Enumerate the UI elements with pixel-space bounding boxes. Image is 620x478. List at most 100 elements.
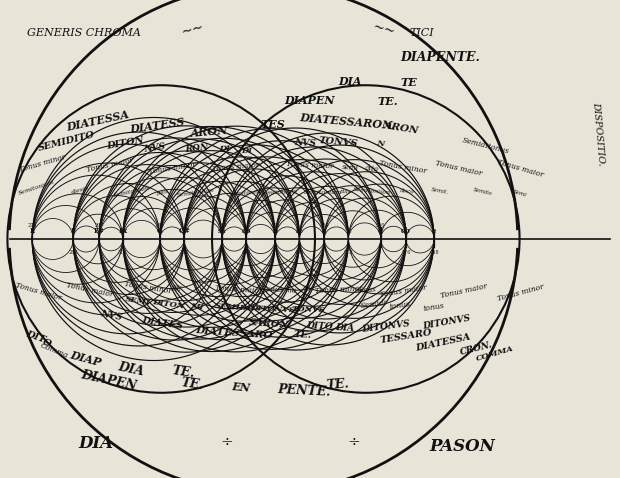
Text: Tonus maior: Tonus maior [211,161,260,174]
Text: G: G [157,227,163,235]
Text: To: To [303,285,311,293]
Text: Tonus ma: Tonus ma [262,285,296,294]
Text: TE: TE [401,76,418,88]
Text: DITONVS: DITONVS [422,314,471,331]
Text: ÷: ÷ [347,435,360,449]
Text: ARON: ARON [190,124,228,139]
Text: SEMIDITO: SEMIDITO [38,130,96,153]
Text: 297: 297 [94,223,104,228]
Text: N: N [376,139,385,148]
Text: TES: TES [260,119,285,130]
Text: E: E [30,227,35,235]
Text: DITON: DITON [106,136,144,151]
Text: DITON: DITON [152,298,185,310]
Text: semi: semi [342,163,359,172]
Text: 405: 405 [241,250,251,255]
Text: DIAPEN: DIAPEN [79,368,138,392]
Text: disco: disco [400,188,415,195]
Text: DIAPENTE.: DIAPENTE. [401,51,480,64]
Text: 432: 432 [270,223,280,228]
Text: DIAPEN: DIAPEN [285,95,335,106]
Text: tonus: tonus [423,301,445,313]
Text: Tonus maior: Tonus maior [14,281,63,302]
Text: TONVS: TONVS [319,136,358,148]
Text: e: e [432,227,436,235]
Text: 456: 456 [294,250,304,255]
Text: G#: G# [179,227,190,235]
Text: DIATESS: DIATESS [129,117,185,135]
Text: TE.: TE. [326,377,350,391]
Text: pliis: pliis [340,189,352,195]
Text: ab: ab [241,227,251,235]
Text: TESSARO: TESSARO [379,328,433,345]
Text: b♭: b♭ [295,227,304,235]
Text: Semitonium: Semitonium [303,190,342,195]
Text: NVS: NVS [294,138,317,149]
Text: sa: sa [218,227,226,235]
Text: Tonus minor: Tonus minor [379,159,427,175]
Text: EN: EN [231,381,250,393]
Text: DI: DI [241,146,252,155]
Text: DIT: DIT [25,329,47,344]
Text: 576: 576 [401,250,411,255]
Text: DISPOSITIO.: DISPOSITIO. [591,101,606,166]
Text: Semitonium: Semitonium [113,185,151,197]
Text: Semitonium: Semitonium [229,188,267,197]
Text: Semidi: Semidi [360,299,388,310]
Text: 540: 540 [376,223,386,228]
Text: Comma: Comma [40,342,69,360]
Text: TONVS: TONVS [292,305,326,315]
Text: MI: MI [190,302,204,311]
Text: 316: 316 [118,250,128,255]
Text: 513: 513 [343,250,353,255]
Text: ∼∼: ∼∼ [179,19,205,38]
Text: COMMA: COMMA [475,345,515,363]
Text: ∼∼: ∼∼ [371,19,397,38]
Text: DIATESSARON.: DIATESSARON. [299,112,396,131]
Text: 341: 341 [155,223,165,228]
Text: NVS: NVS [144,142,166,153]
Text: TE.: TE. [293,330,312,339]
Text: DIATESSA: DIATESSA [415,333,472,353]
Text: 356: 356 [179,250,189,255]
Text: 288: 288 [68,250,78,255]
Text: DITO: DITO [306,321,334,332]
Text: Tonus maior: Tonus maior [215,283,263,295]
Text: dito: dito [365,164,379,174]
Text: omus: omus [357,286,377,295]
Text: Semitonium: Semitonium [176,187,215,198]
Text: diesis: diesis [71,185,90,195]
Text: Tonus minor: Tonus minor [123,281,172,296]
Text: Semi: Semi [512,189,527,198]
Text: GENERIS CHROMA: GENERIS CHROMA [27,29,141,38]
Text: pwis: pwis [156,189,169,196]
Text: NVS: NVS [100,309,123,322]
Text: Tonus maior: Tonus maior [440,282,488,301]
Text: DIATESSA: DIATESSA [66,109,130,132]
Text: Tonus minor: Tonus minor [315,285,363,295]
Text: Tonus maior: Tonus maior [435,159,483,177]
Text: F#: F# [94,227,105,235]
Text: 384: 384 [217,223,227,228]
Text: SEMIDE: SEMIDE [215,303,254,313]
Text: d: d [378,227,383,235]
Text: TICI: TICI [409,29,434,38]
Text: Semiditonus: Semiditonus [461,136,510,155]
Text: 608: 608 [429,250,439,255]
Text: O: O [42,337,53,349]
Text: SEMI: SEMI [125,295,151,307]
Text: Tonus maior: Tonus maior [66,281,114,299]
Text: 274: 274 [27,223,37,228]
Text: DIA: DIA [79,435,113,452]
Text: Tonus maior: Tonus maior [286,160,334,171]
Text: Tonus minor: Tonus minor [148,161,197,176]
Text: ARON: ARON [384,121,420,135]
Text: DIA: DIA [117,360,146,378]
Text: b: b [273,227,278,235]
Text: Tonus maior: Tonus maior [86,156,135,174]
Text: Tonus minor: Tonus minor [18,153,66,174]
Text: F: F [71,227,76,235]
Text: Semitonium: Semitonium [18,180,55,196]
Text: TE.: TE. [377,96,398,107]
Text: db: db [401,227,411,235]
